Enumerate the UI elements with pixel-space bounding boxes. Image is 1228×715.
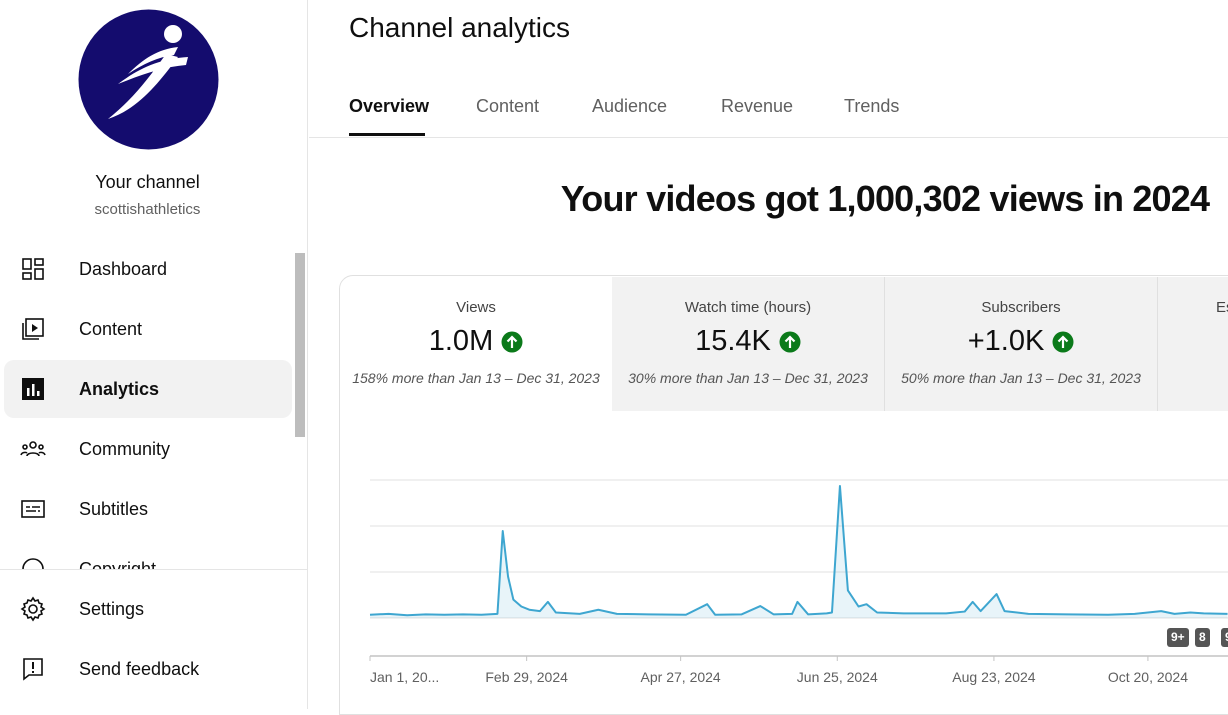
metric-comparison: 158% more than Jan 13 – Dec 31, 2023 (352, 370, 600, 386)
metric-value: +1.0K (967, 325, 1045, 357)
metric-comparison: 30% more than Jan 13 – Dec 31, 2023 (628, 370, 868, 386)
icon (22, 378, 44, 400)
line (369, 484, 1228, 617)
nav-item[interactable]: Copyright (0, 540, 292, 569)
headline: Your videos got 1,000,302 views in 2024 (560, 178, 1210, 219)
channel-avatar[interactable] (78, 9, 219, 150)
x-tick-label: Aug 23, 2024 (952, 669, 1036, 685)
nav-item[interactable]: Send feedback (0, 640, 292, 698)
nav-item[interactable]: Community (0, 420, 292, 478)
tab-border (309, 137, 1228, 138)
nav-label: Dashboard (79, 258, 168, 279)
metric-label: Es (1216, 299, 1228, 316)
x-tick-label: Jan 1, 20... (370, 669, 439, 685)
tab[interactable]: Revenue (721, 96, 794, 116)
badge[interactable]: 8 (1195, 628, 1210, 647)
metric-comparison: 50% more than Jan 13 – Dec 31, 2023 (901, 370, 1141, 386)
tab-indicator (349, 133, 425, 136)
badge[interactable]: 9+ (1167, 628, 1189, 647)
x-tick-label: Apr 27, 2024 (641, 669, 721, 685)
nav-label: Subtitles (79, 498, 149, 519)
x-tick-label: Feb 29, 2024 (485, 669, 568, 685)
nav-label: Content (79, 318, 143, 339)
channel-handle: scottishathletics (94, 201, 201, 218)
metric-label: Subscribers (981, 299, 1061, 316)
metric-card[interactable]: Es (1158, 277, 1228, 411)
icon (21, 500, 45, 518)
nav-label: Copyright (79, 558, 157, 570)
nav-item[interactable]: Dashboard (0, 240, 292, 298)
icon (22, 318, 44, 340)
nav-item[interactable]: Content (0, 300, 292, 358)
metric-label: Views (456, 299, 496, 316)
page-title: Channel analytics (349, 12, 571, 43)
metric-value: 1.0M (428, 325, 494, 357)
tab-active[interactable]: Overview (349, 96, 430, 116)
nav-item[interactable]: Settings (0, 580, 292, 638)
nav-label: Settings (79, 598, 145, 619)
sidebar: Your channel scottishathletics Dashboard… (0, 0, 308, 709)
icon (22, 558, 44, 569)
nav-item[interactable]: Subtitles (0, 480, 292, 538)
metric-card[interactable]: Views 1.0M 158% more than Jan 13 – Dec 31,… (340, 277, 613, 411)
divider (0, 569, 307, 570)
icon (23, 658, 43, 681)
metric-value: 15.4K (695, 325, 771, 357)
nav-list: Dashboard Content Analytics Community Su… (0, 240, 308, 569)
up-icon (501, 331, 523, 352)
x-tick-label: Oct 20, 2024 (1108, 669, 1188, 685)
up-icon (1052, 331, 1074, 352)
metric-card[interactable]: Watch time (hours) 15.4K 30% more than Jan… (612, 277, 885, 411)
nav-label: Community (79, 438, 171, 459)
icon (20, 441, 46, 457)
scrollbar[interactable] (295, 253, 305, 437)
nav-label: Send feedback (79, 658, 200, 679)
tab[interactable]: Content (476, 96, 540, 116)
metric-card[interactable]: Subscribers +1.0K 50% more than Jan 13 – D… (885, 277, 1158, 411)
channel-label: Your channel (95, 172, 200, 192)
badge[interactable]: 9 (1221, 628, 1228, 647)
up-icon (779, 331, 801, 352)
tab[interactable]: Trends (844, 96, 900, 116)
icon (22, 258, 44, 280)
icon (20, 596, 46, 622)
nav-item-active[interactable]: Analytics (4, 360, 292, 418)
tab[interactable]: Audience (592, 96, 668, 116)
nav-label: Analytics (79, 378, 160, 399)
x-tick-label: Jun 25, 2024 (797, 669, 878, 685)
metric-label: Watch time (hours) (684, 299, 812, 316)
